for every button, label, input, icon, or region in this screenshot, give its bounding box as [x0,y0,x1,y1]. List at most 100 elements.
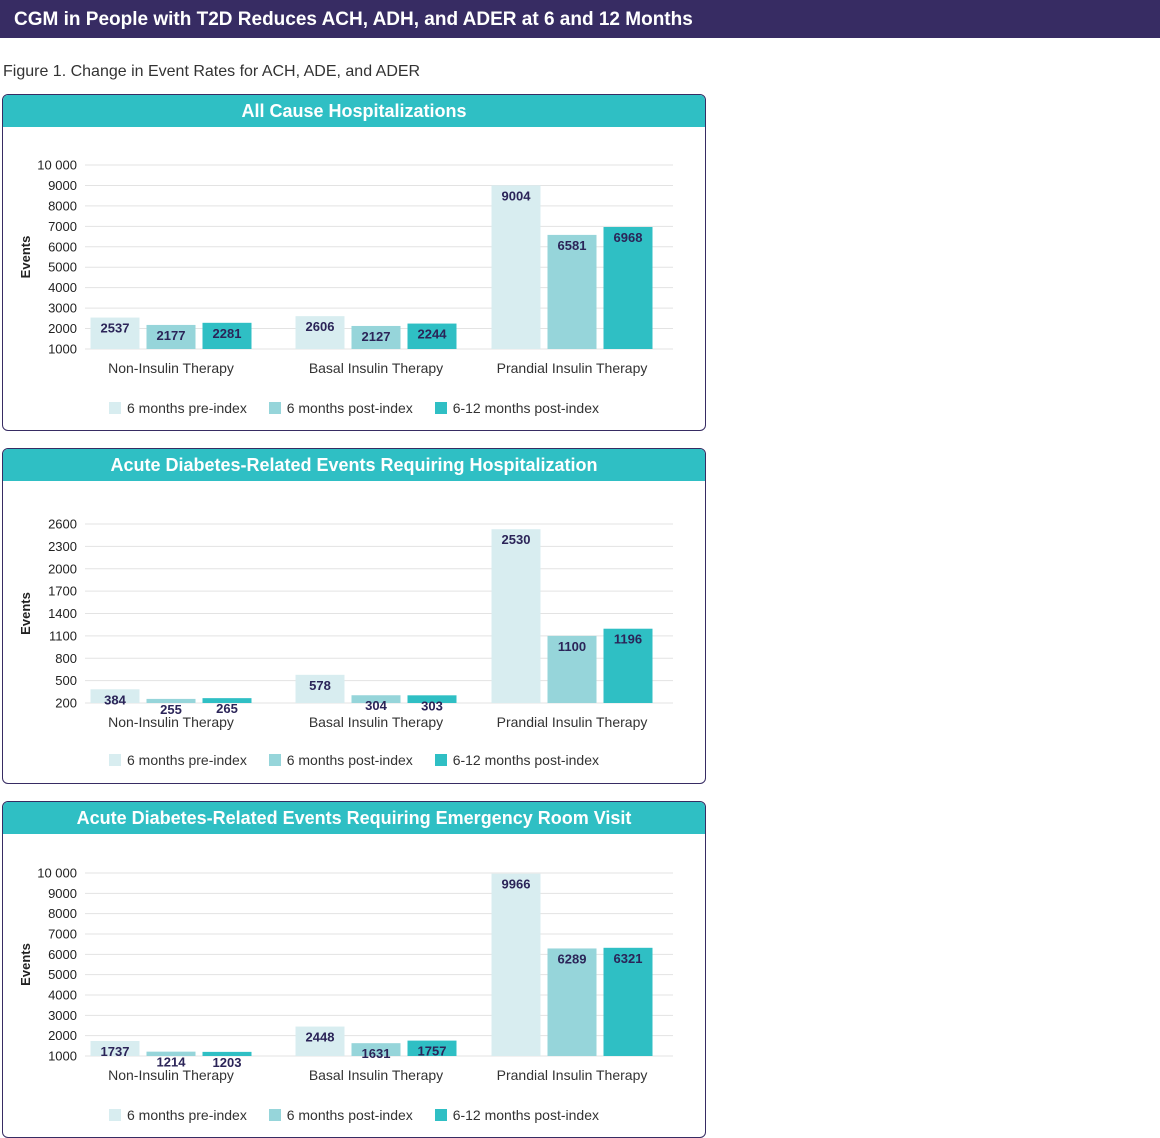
title-banner: CGM in People with T2D Reduces ACH, ADH,… [0,0,1160,38]
bar-non-insulin-therapy-6-months-post-index [146,698,196,703]
legend-item-pre-index: 6 months pre-index [108,400,247,416]
legend-swatch [108,1109,121,1121]
legend-item-post-index: 6 months post-index [268,1107,413,1123]
legend-item-6-12-post-index: 6-12 months post-index [434,1107,599,1123]
legend-item-pre-index: 6 months pre-index [108,1107,247,1123]
y-tick-label: 200 [55,696,77,711]
y-tick-label: 1000 [48,1049,77,1064]
category-label: Non-Insulin Therapy [108,360,234,376]
chart-panel-ach: All Cause Hospitalizations 1000 2000 3000 4… [2,94,706,431]
data-label: 6289 [558,951,587,966]
data-label: 303 [421,698,443,713]
bar-prandial-insulin-therapy-6-12-months-post-index [603,947,653,1056]
bar-non-insulin-therapy-6-months-post-index [146,324,196,349]
bar-prandial-insulin-therapy-6-12-months-post-index [603,628,653,703]
category-label: Basal Insulin Therapy [309,714,443,730]
bar-basal-insulin-therapy-6-months-pre-index [295,1026,345,1056]
y-tick-label: 5000 [48,967,77,982]
y-axis-title: Events [18,943,33,986]
y-tick-label: 9000 [48,886,77,901]
legend-swatch [434,402,447,414]
bar-basal-insulin-therapy-6-months-pre-index [295,316,345,349]
data-label: 2448 [306,1030,335,1045]
bar-non-insulin-therapy-6-12-months-post-index [202,1051,252,1056]
data-label: 9966 [502,877,531,892]
bar-non-insulin-therapy-6-months-pre-index [90,317,140,349]
legend-swatch [268,402,281,414]
data-label: 2606 [306,319,335,334]
chart-legend: 6 months pre-index 6 months post-index 6… [3,400,705,416]
legend-item-pre-index: 6 months pre-index [108,752,247,768]
y-tick-label: 3000 [48,1008,77,1023]
data-label: 6321 [614,951,643,966]
y-tick-label: 2600 [48,517,77,532]
data-label: 2127 [362,329,391,344]
y-tick-label: 6000 [48,947,77,962]
y-tick-label: 1000 [48,342,77,357]
bar-non-insulin-therapy-6-months-pre-index [90,689,140,703]
y-tick-label: 2000 [48,561,77,576]
legend-label: 6-12 months post-index [452,400,599,416]
legend-label: 6 months post-index [286,1107,413,1123]
y-tick-label: 8000 [48,198,77,213]
bar-prandial-insulin-therapy-6-months-pre-index [491,873,541,1056]
data-label: 6968 [614,230,643,245]
legend-item-6-12-post-index: 6-12 months post-index [434,752,599,768]
chart-ader: 1000 2000 3000 4000 5000 6000 7000 8000 9000 10 0… [18,866,673,1083]
legend-item-post-index: 6 months post-index [268,400,413,416]
y-tick-label: 7000 [48,219,77,234]
y-tick-label: 1400 [48,606,77,621]
y-tick-label: 3000 [48,301,77,316]
chart-panel-ader: Acute Diabetes-Related Events Requiring … [2,801,706,1138]
y-tick-label: 1700 [48,584,77,599]
legend-item-post-index: 6 months post-index [268,752,413,768]
legend-swatch [108,402,121,414]
chart-ach: 1000 2000 3000 4000 5000 6000 7000 8000 9000 10 0… [18,158,673,376]
y-tick-label: 2000 [48,1028,77,1043]
data-label: 265 [216,701,238,716]
legend-swatch [434,1109,447,1121]
data-label: 1214 [157,1055,187,1070]
bar-basal-insulin-therapy-6-months-pre-index [295,674,345,703]
bar-non-insulin-therapy-6-12-months-post-index [202,322,252,349]
bar-non-insulin-therapy-6-months-pre-index [90,1041,140,1056]
legend-label: 6 months post-index [286,752,413,768]
figure-caption: Figure 1. Change in Event Rates for ACH,… [3,63,421,80]
bar-basal-insulin-therapy-6-12-months-post-index [407,1040,457,1056]
bar-non-insulin-therapy-6-months-post-index [146,1051,196,1056]
data-label: 255 [160,702,182,717]
bar-basal-insulin-therapy-6-12-months-post-index [407,323,457,349]
legend-label: 6 months pre-index [126,752,247,768]
chart-title: Acute Diabetes-Related Events Requiring … [3,449,705,481]
data-label: 578 [309,678,331,693]
y-tick-label: 1100 [49,628,77,643]
legend-item-6-12-post-index: 6-12 months post-index [434,400,599,416]
bar-basal-insulin-therapy-6-months-post-index [351,325,401,349]
y-axis-title: Events [18,592,33,635]
category-label: Non-Insulin Therapy [108,1067,234,1083]
category-label: Prandial Insulin Therapy [497,1067,648,1083]
bar-prandial-insulin-therapy-6-months-post-index [547,948,597,1056]
chart-panel-adh: Acute Diabetes-Related Events Requiring … [2,448,706,784]
data-label: 2537 [101,321,130,336]
legend-label: 6 months post-index [286,400,413,416]
y-tick-label: 6000 [48,239,77,254]
data-label: 1203 [213,1055,242,1070]
data-label: 9004 [502,188,532,203]
chart-legend: 6 months pre-index 6 months post-index 6… [3,1107,705,1123]
y-tick-label: 9000 [48,178,77,193]
bar-basal-insulin-therapy-6-months-post-index [351,1043,401,1056]
chart-adh: 200 500 800 1100 1400 1700 2000 2300 2600 Events 3… [18,517,673,730]
y-tick-label: 10 000 [37,866,77,881]
bar-prandial-insulin-therapy-6-12-months-post-index [603,226,653,349]
legend-label: 6 months pre-index [126,1107,247,1123]
y-tick-label: 5000 [48,260,77,275]
data-label: 2177 [157,328,186,343]
y-axis-title: Events [18,236,33,279]
data-label: 1631 [362,1046,391,1061]
legend-swatch [268,1109,281,1121]
y-tick-label: 8000 [48,906,77,921]
bar-prandial-insulin-therapy-6-months-pre-index [491,529,541,703]
data-label: 6581 [558,238,587,253]
category-label: Prandial Insulin Therapy [497,360,648,376]
